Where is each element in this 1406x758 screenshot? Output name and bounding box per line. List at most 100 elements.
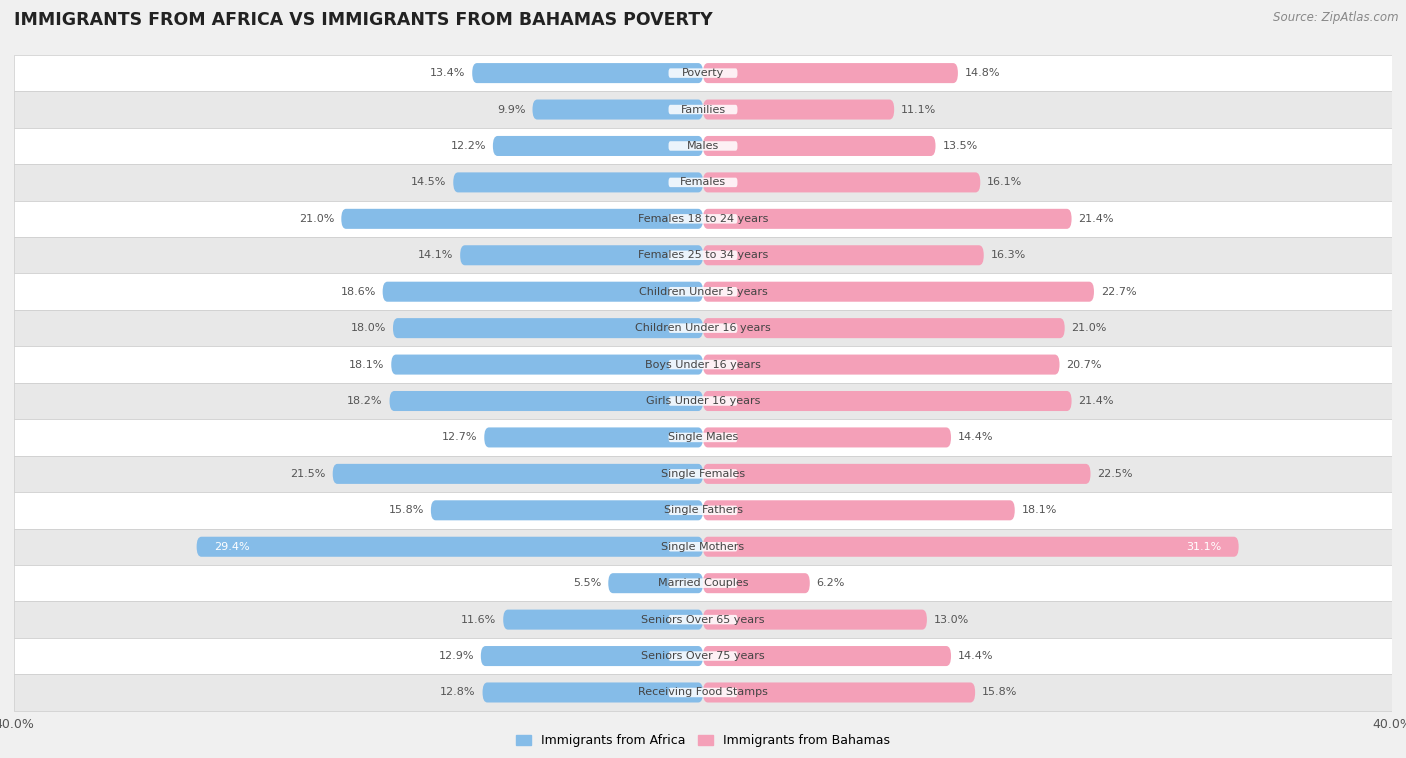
FancyBboxPatch shape	[703, 63, 957, 83]
FancyBboxPatch shape	[333, 464, 703, 484]
FancyBboxPatch shape	[481, 646, 703, 666]
Legend: Immigrants from Africa, Immigrants from Bahamas: Immigrants from Africa, Immigrants from …	[510, 729, 896, 753]
FancyBboxPatch shape	[669, 324, 738, 333]
FancyBboxPatch shape	[703, 136, 935, 156]
Text: 29.4%: 29.4%	[214, 542, 249, 552]
FancyBboxPatch shape	[342, 208, 703, 229]
FancyBboxPatch shape	[703, 391, 1071, 411]
Text: 18.6%: 18.6%	[340, 287, 375, 296]
Text: 12.8%: 12.8%	[440, 688, 475, 697]
Text: IMMIGRANTS FROM AFRICA VS IMMIGRANTS FROM BAHAMAS POVERTY: IMMIGRANTS FROM AFRICA VS IMMIGRANTS FRO…	[14, 11, 713, 30]
FancyBboxPatch shape	[533, 99, 703, 120]
FancyBboxPatch shape	[669, 615, 738, 625]
FancyBboxPatch shape	[703, 355, 1060, 374]
FancyBboxPatch shape	[703, 282, 1094, 302]
FancyBboxPatch shape	[382, 282, 703, 302]
Text: Married Couples: Married Couples	[658, 578, 748, 588]
FancyBboxPatch shape	[14, 201, 1392, 237]
FancyBboxPatch shape	[669, 651, 738, 661]
FancyBboxPatch shape	[669, 469, 738, 478]
Text: 18.2%: 18.2%	[347, 396, 382, 406]
FancyBboxPatch shape	[14, 91, 1392, 128]
FancyBboxPatch shape	[669, 542, 738, 552]
Text: 21.4%: 21.4%	[1078, 396, 1114, 406]
FancyBboxPatch shape	[669, 396, 738, 406]
FancyBboxPatch shape	[197, 537, 703, 557]
Text: 21.5%: 21.5%	[291, 469, 326, 479]
Text: Single Fathers: Single Fathers	[664, 506, 742, 515]
Text: Seniors Over 75 years: Seniors Over 75 years	[641, 651, 765, 661]
Text: 14.5%: 14.5%	[411, 177, 446, 187]
Text: 13.4%: 13.4%	[430, 68, 465, 78]
FancyBboxPatch shape	[14, 274, 1392, 310]
Text: 20.7%: 20.7%	[1066, 359, 1102, 370]
Text: Children Under 16 years: Children Under 16 years	[636, 323, 770, 333]
FancyBboxPatch shape	[503, 609, 703, 630]
FancyBboxPatch shape	[703, 464, 1091, 484]
Text: 14.4%: 14.4%	[957, 433, 994, 443]
Text: 11.6%: 11.6%	[461, 615, 496, 625]
FancyBboxPatch shape	[14, 675, 1392, 711]
Text: 12.7%: 12.7%	[441, 433, 478, 443]
Text: Males: Males	[688, 141, 718, 151]
FancyBboxPatch shape	[669, 433, 738, 442]
Text: 21.0%: 21.0%	[299, 214, 335, 224]
Text: 9.9%: 9.9%	[498, 105, 526, 114]
FancyBboxPatch shape	[703, 208, 1071, 229]
FancyBboxPatch shape	[430, 500, 703, 520]
Text: 14.8%: 14.8%	[965, 68, 1000, 78]
FancyBboxPatch shape	[391, 355, 703, 374]
Text: Boys Under 16 years: Boys Under 16 years	[645, 359, 761, 370]
Text: 13.0%: 13.0%	[934, 615, 969, 625]
FancyBboxPatch shape	[14, 637, 1392, 675]
FancyBboxPatch shape	[669, 141, 738, 151]
FancyBboxPatch shape	[669, 251, 738, 260]
FancyBboxPatch shape	[669, 688, 738, 697]
FancyBboxPatch shape	[14, 164, 1392, 201]
Text: 12.9%: 12.9%	[439, 651, 474, 661]
FancyBboxPatch shape	[669, 287, 738, 296]
FancyBboxPatch shape	[14, 55, 1392, 91]
Text: Single Mothers: Single Mothers	[661, 542, 745, 552]
FancyBboxPatch shape	[703, 609, 927, 630]
FancyBboxPatch shape	[669, 506, 738, 515]
Text: 14.4%: 14.4%	[957, 651, 994, 661]
FancyBboxPatch shape	[482, 682, 703, 703]
FancyBboxPatch shape	[609, 573, 703, 594]
Text: Females: Females	[681, 177, 725, 187]
FancyBboxPatch shape	[703, 646, 950, 666]
FancyBboxPatch shape	[703, 99, 894, 120]
FancyBboxPatch shape	[14, 310, 1392, 346]
FancyBboxPatch shape	[703, 537, 1239, 557]
Text: Females 18 to 24 years: Females 18 to 24 years	[638, 214, 768, 224]
Text: 22.5%: 22.5%	[1098, 469, 1133, 479]
FancyBboxPatch shape	[14, 492, 1392, 528]
FancyBboxPatch shape	[703, 318, 1064, 338]
FancyBboxPatch shape	[669, 68, 738, 78]
Text: 21.0%: 21.0%	[1071, 323, 1107, 333]
FancyBboxPatch shape	[669, 578, 738, 588]
Text: Families: Families	[681, 105, 725, 114]
FancyBboxPatch shape	[14, 565, 1392, 601]
FancyBboxPatch shape	[703, 682, 976, 703]
FancyBboxPatch shape	[14, 346, 1392, 383]
FancyBboxPatch shape	[14, 601, 1392, 637]
FancyBboxPatch shape	[14, 237, 1392, 274]
Text: Seniors Over 65 years: Seniors Over 65 years	[641, 615, 765, 625]
Text: 12.2%: 12.2%	[450, 141, 486, 151]
Text: 11.1%: 11.1%	[901, 105, 936, 114]
FancyBboxPatch shape	[14, 528, 1392, 565]
Text: 21.4%: 21.4%	[1078, 214, 1114, 224]
Text: Poverty: Poverty	[682, 68, 724, 78]
FancyBboxPatch shape	[472, 63, 703, 83]
FancyBboxPatch shape	[392, 318, 703, 338]
FancyBboxPatch shape	[14, 128, 1392, 164]
Text: 16.3%: 16.3%	[991, 250, 1026, 260]
Text: Single Males: Single Males	[668, 433, 738, 443]
Text: Children Under 5 years: Children Under 5 years	[638, 287, 768, 296]
Text: Females 25 to 34 years: Females 25 to 34 years	[638, 250, 768, 260]
Text: 13.5%: 13.5%	[942, 141, 977, 151]
Text: 5.5%: 5.5%	[574, 578, 602, 588]
FancyBboxPatch shape	[703, 172, 980, 193]
Text: 6.2%: 6.2%	[817, 578, 845, 588]
